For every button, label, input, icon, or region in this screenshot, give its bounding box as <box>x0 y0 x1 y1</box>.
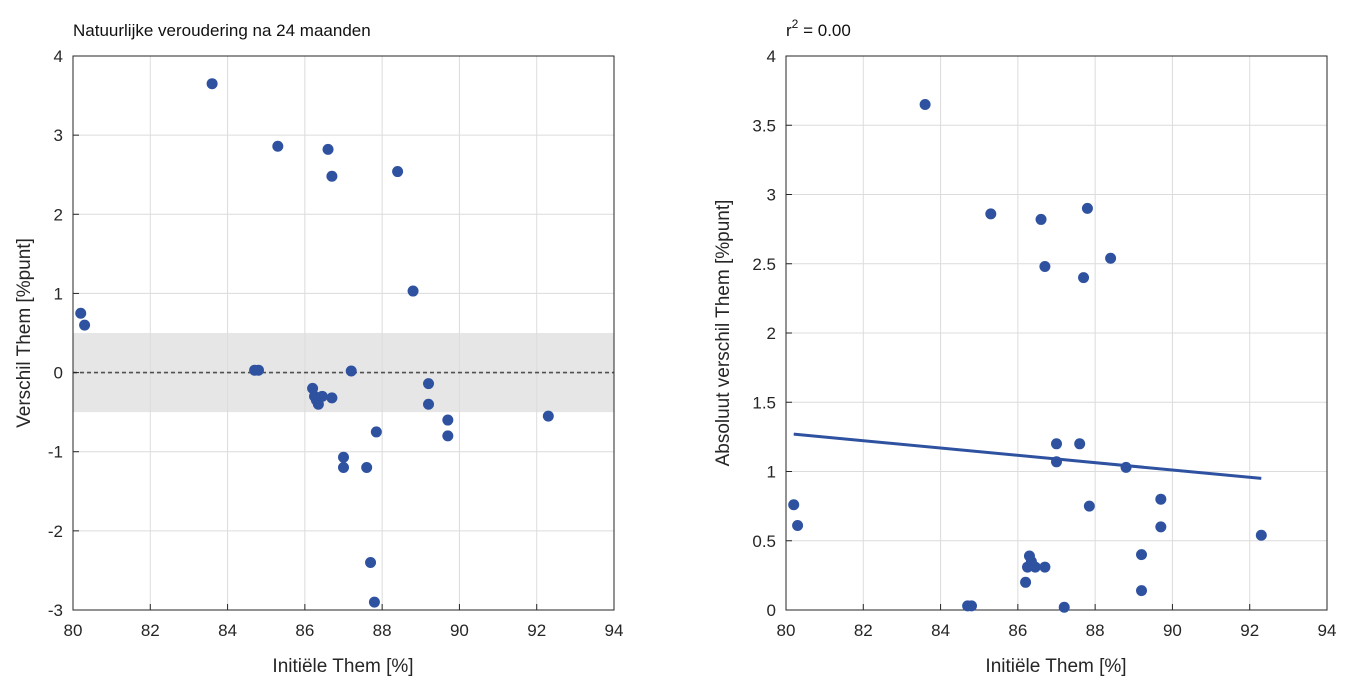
right-fit-line <box>793 432 1262 480</box>
left-data-point <box>365 557 377 569</box>
right-data-point <box>1029 561 1041 573</box>
left-data-point <box>316 390 328 402</box>
left-data-point <box>368 596 380 608</box>
right-x-tick-label: 90 <box>1163 621 1182 640</box>
left-data-point <box>423 378 435 390</box>
right-data-point <box>985 208 997 220</box>
left-data-point <box>79 319 91 331</box>
left-data-point <box>75 307 87 319</box>
left-x-tick-label: 82 <box>141 621 160 640</box>
right-data-point <box>1078 272 1090 284</box>
right-y-tick-label: 1 <box>767 463 776 482</box>
left-data-point <box>407 285 419 297</box>
left-data-point <box>252 364 264 376</box>
left-x-tick-label: 86 <box>295 621 314 640</box>
right-title-sup: 2 <box>792 17 799 31</box>
right-data-point <box>1058 601 1070 613</box>
left-x-tick-label: 88 <box>373 621 392 640</box>
right-data-point <box>1035 213 1047 225</box>
left-x-tick-label: 80 <box>64 621 83 640</box>
left-x-tick-label: 92 <box>527 621 546 640</box>
right-data-point <box>1039 561 1051 573</box>
left-y-tick-label: -3 <box>48 601 63 620</box>
left-data-point <box>326 392 338 404</box>
right-data-point <box>1051 438 1062 450</box>
right-data-point <box>1255 529 1267 541</box>
right-data-point <box>1051 456 1062 468</box>
left-data-point <box>345 365 357 377</box>
left-y-tick-label: -2 <box>48 522 63 541</box>
left-data-point <box>542 410 554 422</box>
left-data-points <box>75 78 554 608</box>
right-data-point <box>1081 202 1093 214</box>
left-data-point <box>442 414 454 426</box>
left-y-tick-label: 4 <box>54 47 63 66</box>
right-x-tick-label: 86 <box>1008 621 1027 640</box>
left-y-tick-label: -1 <box>48 443 63 462</box>
left-chart-title: Natuurlijke veroudering na 24 maanden <box>73 21 371 40</box>
right-y-tick-label: 3.5 <box>752 116 776 135</box>
right-x-axis-label: Initiële Them [%] <box>985 656 1126 677</box>
right-x-tick-label: 92 <box>1240 621 1259 640</box>
right-data-point <box>1155 521 1167 533</box>
left-data-point <box>361 462 373 474</box>
right-data-point <box>1020 576 1032 588</box>
right-y-tick-label: 2.5 <box>752 255 776 274</box>
right-y-tick-label: 0 <box>767 601 776 620</box>
right-x-tick-label: 80 <box>777 621 796 640</box>
left-tick-labels: 80 82 84 86 88 90 92 94 -3 -2 -1 0 1 2 3 4 <box>48 47 624 640</box>
left-data-point <box>370 426 382 438</box>
right-title-rest: = 0.00 <box>798 21 850 40</box>
left-x-tick-label: 94 <box>605 621 624 640</box>
left-x-axis-label: Initiële Them [%] <box>272 656 413 677</box>
right-data-point <box>965 600 977 612</box>
left-data-point <box>392 166 404 178</box>
right-y-tick-label: 2 <box>767 324 776 343</box>
left-x-tick-label: 84 <box>218 621 237 640</box>
left-plot-border <box>72 55 615 611</box>
right-data-point <box>788 499 800 511</box>
left-y-tick-label: 0 <box>54 364 63 383</box>
right-data-point <box>1039 261 1051 273</box>
right-chart-title: r2 = 0.00 <box>786 17 851 40</box>
left-data-point <box>338 462 349 474</box>
right-y-tick-label: 3 <box>767 186 776 205</box>
right-x-tick-label: 94 <box>1318 621 1337 640</box>
right-regression-line <box>793 432 1262 480</box>
left-data-point <box>338 451 349 463</box>
right-y-tick-label: 4 <box>767 47 776 66</box>
right-y-tick-label: 1.5 <box>752 393 776 412</box>
right-data-point <box>919 98 931 110</box>
right-data-points <box>788 98 1267 613</box>
left-data-point <box>442 430 454 442</box>
right-x-tick-label: 82 <box>854 621 873 640</box>
left-x-tick-label: 90 <box>450 621 469 640</box>
right-data-point <box>1083 500 1095 512</box>
right-data-point <box>1136 549 1148 561</box>
left-y-axis-label: Verschil Them [%punt] <box>14 238 35 428</box>
left-data-point <box>326 170 338 182</box>
right-data-point <box>1105 252 1117 264</box>
left-data-point <box>423 398 435 410</box>
right-x-tick-label: 88 <box>1086 621 1105 640</box>
right-y-axis-label: Absoluut verschil Them [%punt] <box>713 200 734 467</box>
left-chart: 80 82 84 86 88 90 92 94 -3 -2 -1 0 1 2 3 4 Natuurlijke … <box>14 21 623 677</box>
right-x-tick-label: 84 <box>931 621 950 640</box>
left-y-tick-label: 1 <box>54 284 63 303</box>
right-y-tick-label: 0.5 <box>752 532 776 551</box>
left-data-point <box>322 143 334 155</box>
right-data-point <box>1074 438 1086 450</box>
left-y-tick-label: 2 <box>54 205 63 224</box>
right-data-point <box>792 520 804 532</box>
left-data-point <box>272 140 284 152</box>
left-y-tick-label: 3 <box>54 126 63 145</box>
right-tick-labels: 80 82 84 86 88 90 92 94 0 0.5 1 1.5 2 2.5 3 3.5 4 <box>752 47 1336 640</box>
right-data-point <box>1136 585 1148 597</box>
right-data-point <box>1120 461 1132 473</box>
right-data-point <box>1155 493 1167 505</box>
left-data-point <box>206 78 218 90</box>
right-title-r: r <box>786 21 792 40</box>
